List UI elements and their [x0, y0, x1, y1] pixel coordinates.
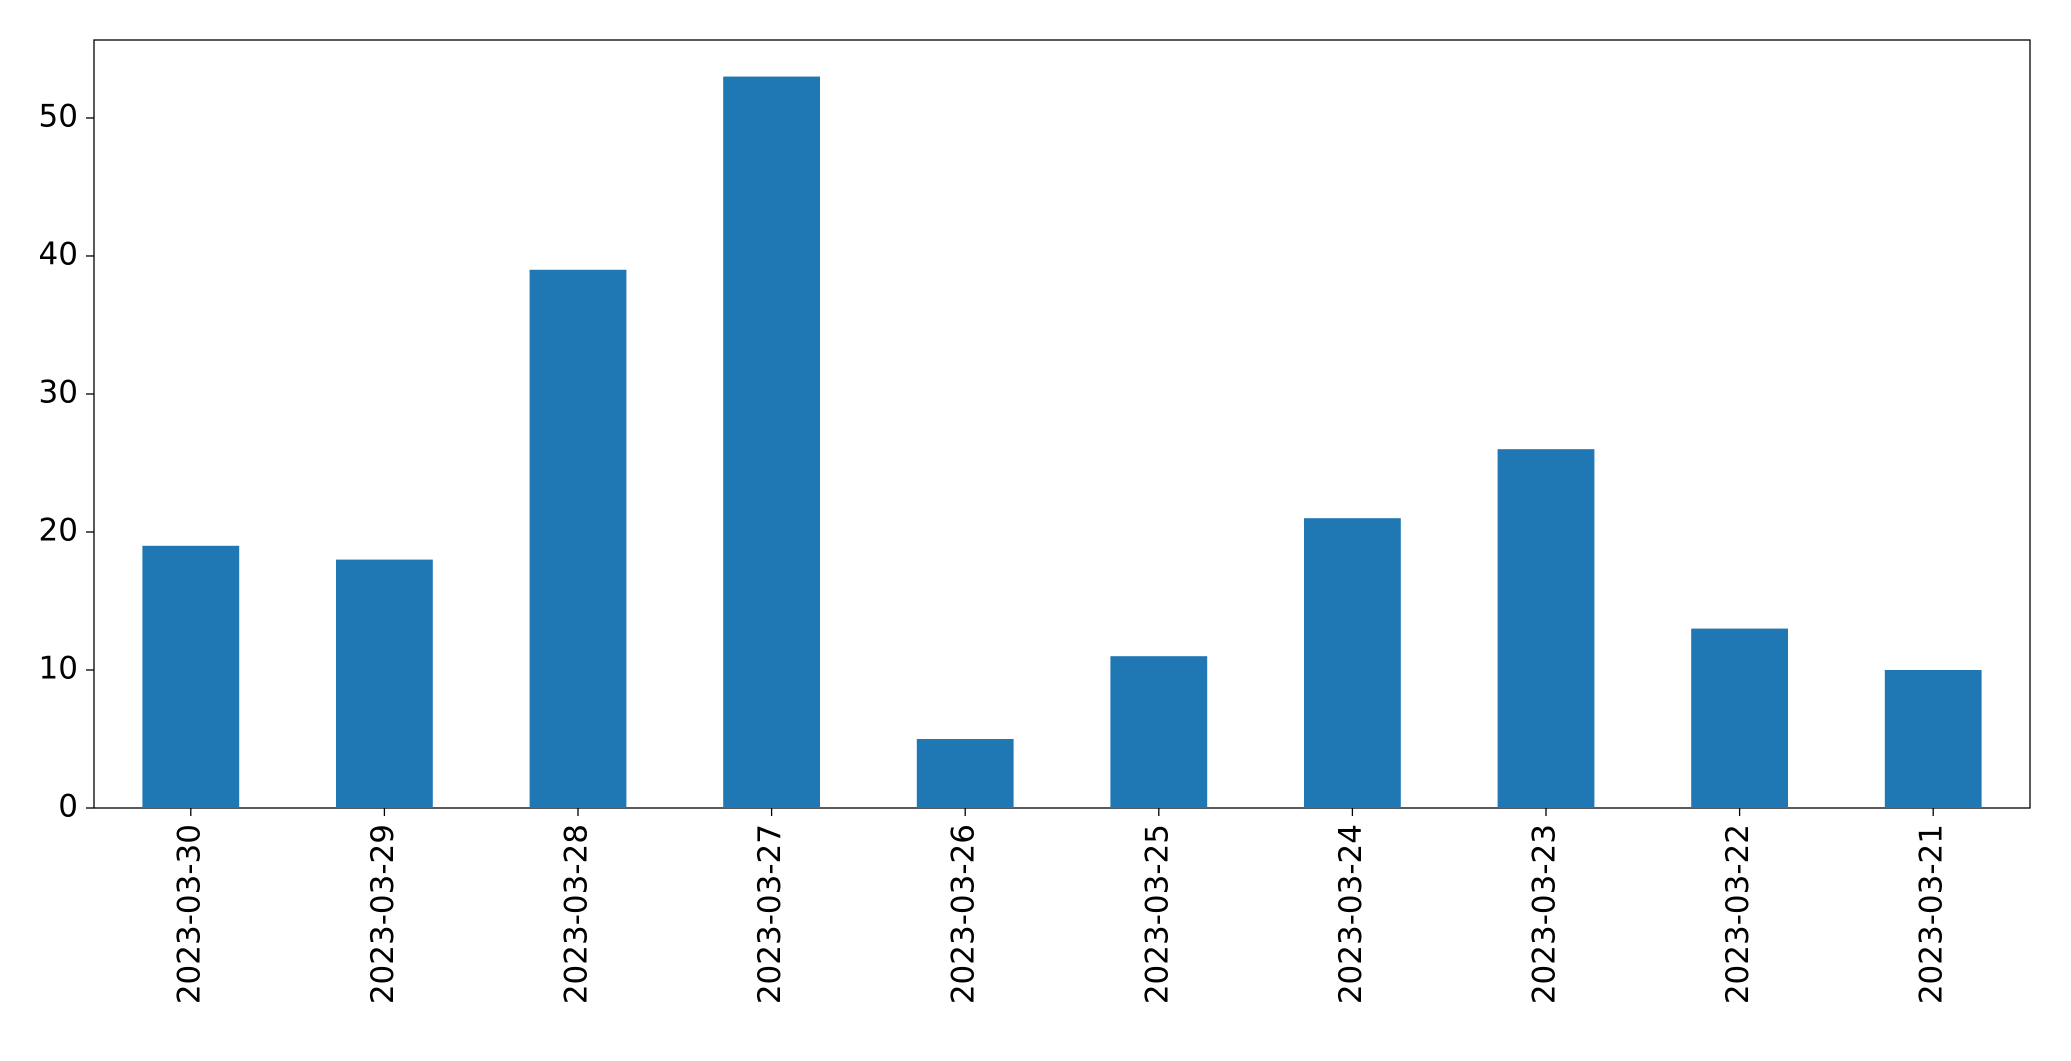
x-tick-label: 2023-03-25 — [1139, 824, 1175, 1004]
bar — [529, 269, 627, 809]
bar — [1884, 669, 1982, 808]
x-tick-label: 2023-03-22 — [1720, 824, 1756, 1004]
x-tick-label: 2023-03-23 — [1527, 824, 1563, 1004]
y-tick-label: 10 — [39, 650, 78, 686]
bar — [336, 559, 433, 808]
bar — [1304, 518, 1401, 808]
bar — [916, 738, 1014, 808]
x-tick-label: 2023-03-26 — [946, 824, 982, 1004]
x-tick-label: 2023-03-21 — [1914, 824, 1950, 1004]
plot-frame — [93, 39, 2031, 809]
x-tick-label: 2023-03-29 — [365, 824, 401, 1004]
x-tick-label: 2023-03-28 — [559, 824, 595, 1004]
bar — [1691, 628, 1788, 808]
y-tick-label: 30 — [39, 374, 78, 410]
x-tick-label: 2023-03-24 — [1333, 824, 1369, 1004]
y-tick-label: 50 — [39, 98, 78, 134]
bar — [1110, 656, 1208, 808]
y-tick-label: 40 — [39, 236, 78, 272]
bar — [142, 545, 240, 808]
x-tick-label: 2023-03-27 — [752, 824, 788, 1004]
bar — [723, 76, 820, 809]
y-tick-label: 0 — [58, 789, 78, 825]
bar — [1497, 449, 1595, 808]
x-tick-label: 2023-03-30 — [171, 824, 207, 1004]
y-tick-label: 20 — [39, 512, 78, 548]
